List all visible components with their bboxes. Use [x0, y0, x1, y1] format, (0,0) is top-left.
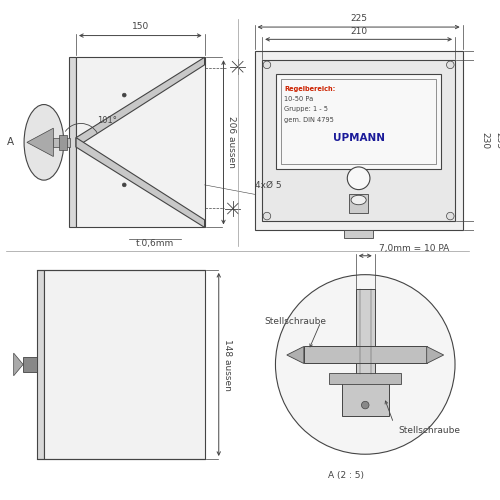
Polygon shape — [287, 346, 304, 364]
Text: Stellschraube: Stellschraube — [264, 318, 326, 326]
Bar — [356, 289, 374, 374]
Circle shape — [263, 61, 270, 68]
Text: 210: 210 — [350, 26, 367, 36]
Circle shape — [446, 61, 454, 68]
Bar — [59, 135, 66, 150]
Text: 206 aussen: 206 aussen — [228, 116, 236, 168]
Bar — [76, 58, 204, 228]
Bar — [304, 346, 426, 364]
Bar — [330, 373, 401, 384]
Bar — [70, 58, 76, 228]
Circle shape — [446, 212, 454, 220]
Text: gem. DIN 4795: gem. DIN 4795 — [284, 117, 334, 123]
Text: 255: 255 — [494, 132, 500, 149]
Ellipse shape — [24, 104, 64, 180]
Circle shape — [348, 167, 370, 190]
Circle shape — [122, 183, 126, 187]
Bar — [254, 50, 462, 230]
Circle shape — [122, 93, 126, 97]
Text: 10-50 Pa: 10-50 Pa — [284, 96, 313, 102]
Text: A: A — [8, 138, 14, 147]
Circle shape — [362, 402, 369, 409]
Polygon shape — [426, 346, 444, 364]
Circle shape — [263, 212, 270, 220]
Polygon shape — [14, 353, 23, 376]
Bar — [342, 374, 389, 416]
Ellipse shape — [351, 196, 366, 204]
Text: A (2 : 5): A (2 : 5) — [328, 471, 364, 480]
Text: t.0,6mm: t.0,6mm — [136, 238, 173, 248]
Bar — [44, 270, 204, 459]
Circle shape — [276, 274, 455, 454]
Bar — [23, 357, 38, 372]
Text: 101°: 101° — [97, 116, 116, 126]
Text: Gruppe: 1 - 5: Gruppe: 1 - 5 — [284, 106, 328, 112]
Text: 230: 230 — [480, 132, 490, 149]
Polygon shape — [27, 128, 54, 156]
Bar — [344, 230, 373, 238]
Text: Regelbereich:: Regelbereich: — [284, 86, 336, 91]
Bar — [349, 194, 368, 213]
Bar — [276, 74, 441, 169]
Text: UPMANN: UPMANN — [332, 133, 384, 143]
Bar — [54, 138, 70, 147]
Text: 4xØ 5: 4xØ 5 — [254, 180, 281, 190]
Bar — [281, 79, 436, 164]
Polygon shape — [76, 138, 204, 228]
Text: 148 aussen: 148 aussen — [222, 338, 232, 390]
Text: Stellschraube: Stellschraube — [398, 426, 460, 435]
Bar — [262, 60, 455, 221]
Text: 7,0mm = 10 PA: 7,0mm = 10 PA — [380, 244, 450, 253]
Text: 150: 150 — [132, 22, 149, 31]
Bar — [38, 270, 44, 459]
Text: 225: 225 — [350, 14, 367, 24]
Polygon shape — [76, 58, 204, 147]
